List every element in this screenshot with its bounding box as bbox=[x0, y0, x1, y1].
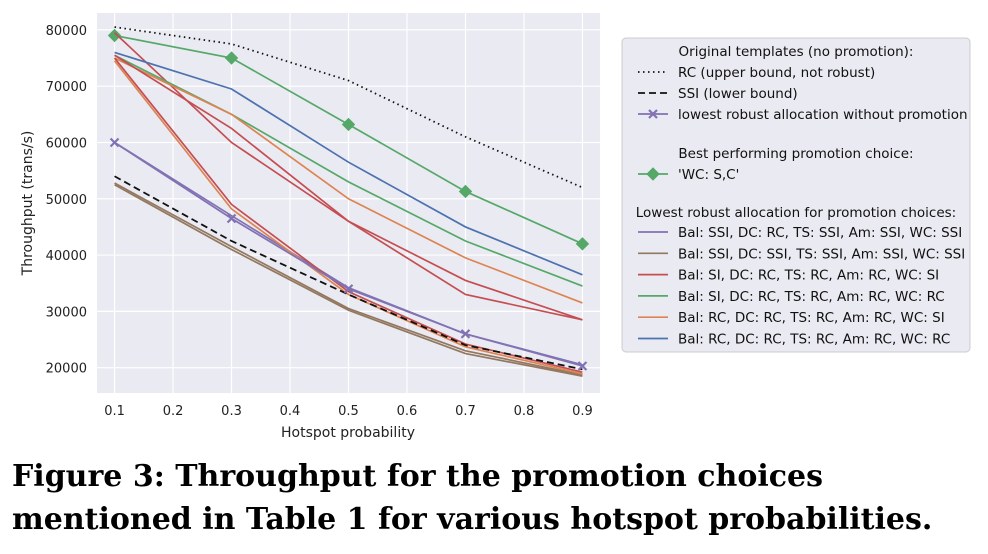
legend-label: RC (upper bound, not robust) bbox=[678, 65, 875, 81]
x-tick-label: 0.7 bbox=[455, 404, 476, 419]
y-tick-label: 30000 bbox=[46, 305, 87, 320]
y-tick-label: 20000 bbox=[46, 362, 87, 377]
x-axis-label: Hotspot probability bbox=[281, 425, 415, 441]
legend-entry: Bal: SI, DC: RC, TS: RC, Am: RC, WC: RC bbox=[638, 289, 945, 305]
legend-label: Bal: RC, DC: RC, TS: RC, Am: RC, WC: RC bbox=[678, 332, 950, 348]
legend-label: Bal: SSI, DC: SSI, TS: SSI, Am: SSI, WC:… bbox=[678, 246, 965, 262]
x-tick-label: 0.6 bbox=[397, 404, 418, 419]
legend-label: Bal: SI, DC: RC, TS: RC, Am: RC, WC: SI bbox=[678, 268, 939, 284]
y-tick-label: 60000 bbox=[46, 136, 87, 151]
legend-marker bbox=[646, 167, 660, 181]
data-point-marker bbox=[460, 329, 471, 339]
data-point-marker bbox=[577, 361, 588, 371]
legend: Original templates (no promotion): Best … bbox=[621, 37, 971, 353]
legend-entry: lowest robust allocation without promoti… bbox=[638, 107, 968, 123]
grid-lines bbox=[97, 13, 600, 393]
x-tick-label: 0.2 bbox=[163, 404, 184, 419]
data-point-marker bbox=[107, 28, 122, 43]
legend-header-original: Original templates (no promotion): bbox=[679, 44, 914, 60]
series-line bbox=[113, 60, 583, 375]
data-point-marker bbox=[224, 51, 239, 65]
legend-label: 'WC: S,C' bbox=[678, 167, 739, 183]
legend-box bbox=[621, 37, 971, 353]
x-tick-label: 0.3 bbox=[221, 404, 242, 419]
y-tick-label: 80000 bbox=[46, 24, 87, 39]
throughput-chart: 0.1 0.2 0.3 0.4 0.5 0.6 0.7 0.8 0.9 20000 30000 400… bbox=[20, 13, 971, 441]
legend-header-best: Best performing promotion choice: bbox=[678, 146, 913, 162]
legend-label: Bal: SI, DC: RC, TS: RC, Am: RC, WC: RC bbox=[678, 289, 945, 305]
legend-label: SSI (lower bound) bbox=[678, 86, 798, 102]
series-line bbox=[114, 57, 583, 304]
series-layer bbox=[107, 26, 590, 377]
x-tick-label: 0.8 bbox=[514, 404, 535, 419]
data-point-marker bbox=[458, 184, 473, 199]
series-line bbox=[114, 51, 583, 276]
legend-header-lowest: Lowest robust allocation for promotion c… bbox=[636, 205, 956, 221]
y-tick-label: 50000 bbox=[46, 193, 87, 208]
series-line bbox=[114, 54, 583, 321]
legend-entry: Bal: SSI, DC: RC, TS: SSI, Am: SSI, WC: … bbox=[638, 225, 962, 241]
y-tick-label: 40000 bbox=[46, 249, 87, 264]
series-line bbox=[114, 175, 583, 371]
data-point-marker bbox=[341, 117, 356, 132]
legend-label: Bal: RC, DC: RC, TS: RC, Am: RC, WC: SI bbox=[678, 310, 945, 326]
data-point-marker bbox=[575, 237, 590, 251]
legend-entry: Bal: SSI, DC: SSI, TS: SSI, Am: SSI, WC:… bbox=[638, 246, 965, 262]
data-point-marker bbox=[109, 137, 120, 148]
series-line bbox=[114, 182, 583, 376]
x-tick-label: 0.4 bbox=[280, 404, 301, 419]
legend-entry: Bal: RC, DC: RC, TS: RC, Am: RC, WC: SI bbox=[638, 310, 945, 326]
legend-entry: RC (upper bound, not robust) bbox=[638, 65, 875, 81]
series-line bbox=[114, 26, 583, 189]
legend-entry: SSI (lower bound) bbox=[638, 86, 798, 102]
legend-label: Bal: SSI, DC: RC, TS: SSI, Am: SSI, WC: … bbox=[678, 225, 962, 241]
y-axis-label: Throughput (trans/s) bbox=[20, 131, 36, 277]
data-point-marker bbox=[226, 213, 237, 224]
legend-entry: 'WC: S,C' bbox=[638, 167, 739, 183]
x-tick-label: 0.5 bbox=[338, 404, 359, 419]
legend-entries: RC (upper bound, not robust) SSI (lower b… bbox=[638, 65, 968, 348]
legend-entry: Bal: RC, DC: RC, TS: RC, Am: RC, WC: RC bbox=[638, 332, 950, 348]
legend-label: lowest robust allocation without promoti… bbox=[678, 107, 968, 123]
y-tick-label: 70000 bbox=[46, 80, 87, 95]
axis-ticks: 0.1 0.2 0.3 0.4 0.5 0.6 0.7 0.8 0.9 20000 30000 400… bbox=[46, 24, 593, 419]
data-point-marker bbox=[343, 284, 354, 294]
x-tick-label: 0.9 bbox=[572, 404, 593, 419]
legend-entry: Bal: SI, DC: RC, TS: RC, Am: RC, WC: SI bbox=[638, 268, 939, 284]
x-tick-label: 0.1 bbox=[104, 404, 125, 419]
series-line bbox=[114, 183, 583, 377]
legend-marker bbox=[648, 109, 658, 119]
figure-caption: Figure 3: Throughput for the promotion c… bbox=[12, 459, 933, 537]
